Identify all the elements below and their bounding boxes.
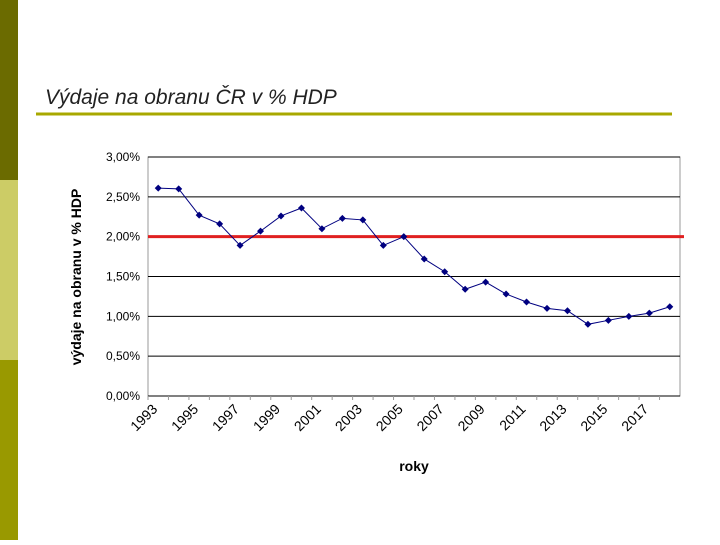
side-stripe	[0, 360, 18, 540]
data-point	[523, 298, 531, 306]
data-point	[338, 214, 346, 222]
y-tick-label: 3,00%	[106, 150, 140, 164]
x-axis-label: roky	[399, 458, 429, 474]
x-tick-label: 2015	[577, 401, 610, 434]
series-line	[158, 187, 670, 325]
data-point	[359, 216, 367, 224]
side-stripe	[0, 0, 18, 180]
data-point	[584, 320, 592, 328]
data-point	[666, 303, 674, 311]
x-tick-label: 2013	[536, 401, 569, 434]
x-tick-label: 2007	[413, 401, 446, 434]
slide-title: Výdaje na obranu ČR v % HDP	[45, 86, 337, 109]
x-tick-label: 1993	[127, 401, 160, 434]
data-point	[175, 185, 183, 193]
data-point	[318, 225, 326, 233]
data-point	[482, 278, 490, 286]
y-tick-label: 2,00%	[106, 230, 140, 244]
data-point	[645, 309, 653, 317]
data-point	[277, 212, 285, 220]
y-axis-label: výdaje na obranu v % HDP	[68, 189, 84, 366]
data-point	[154, 184, 162, 192]
x-tick-label: 2017	[618, 401, 651, 434]
data-point	[257, 227, 265, 235]
data-point	[543, 304, 551, 312]
data-point	[195, 211, 203, 219]
y-tick-label: 1,00%	[106, 309, 140, 323]
y-tick-label: 0,50%	[106, 349, 140, 363]
data-point	[236, 241, 244, 249]
data-point	[420, 255, 428, 263]
data-point	[625, 312, 633, 320]
x-tick-label: 2011	[496, 401, 529, 434]
data-point	[379, 241, 387, 249]
y-tick-label: 2,50%	[106, 190, 140, 204]
data-point	[400, 233, 408, 241]
side-stripe	[0, 180, 18, 360]
data-point	[461, 285, 469, 293]
data-point	[604, 316, 612, 324]
x-tick-label: 2003	[332, 401, 365, 434]
y-tick-label: 1,50%	[106, 270, 140, 284]
data-point	[563, 307, 571, 315]
x-tick-label: 2009	[454, 401, 487, 434]
data-point	[502, 290, 510, 298]
x-tick-label: 2001	[291, 401, 324, 434]
data-point	[441, 268, 449, 276]
x-tick-label: 1999	[250, 401, 283, 434]
x-tick-label: 1995	[168, 401, 201, 434]
x-tick-label: 1997	[209, 401, 242, 434]
data-point	[216, 220, 224, 228]
x-tick-label: 2005	[373, 401, 406, 434]
data-point	[297, 204, 305, 212]
y-tick-label: 0,00%	[106, 389, 140, 403]
